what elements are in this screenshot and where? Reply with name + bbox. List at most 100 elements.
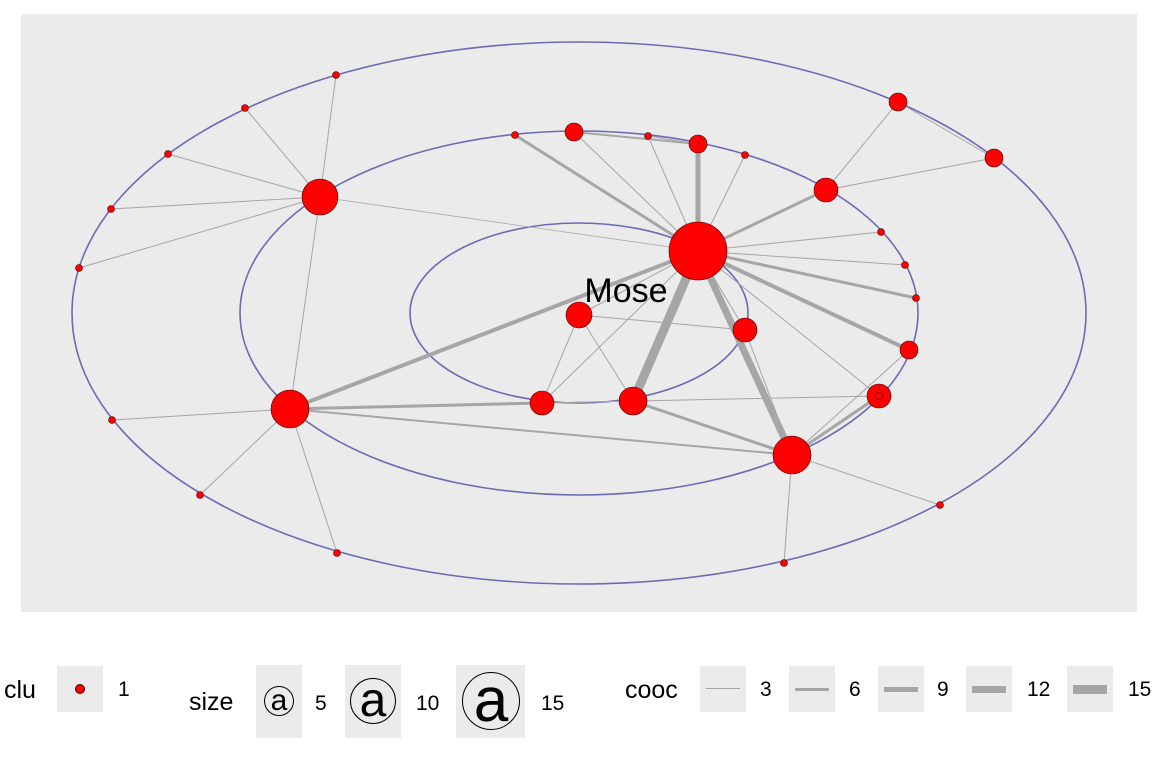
node-o6 xyxy=(108,416,116,424)
legend-cooc-line-15 xyxy=(1073,685,1107,694)
edge-hub-s4 xyxy=(697,231,882,252)
legend-cooc-line-9 xyxy=(884,687,918,692)
legend-size-glyph-15: a xyxy=(462,670,520,732)
node-n_r3 xyxy=(875,392,883,400)
node-n_top2 xyxy=(688,134,708,154)
node-s1 xyxy=(511,131,519,139)
outer-ring xyxy=(71,41,1087,585)
legend-size-label-15: 15 xyxy=(541,692,565,715)
edge-n_br-o10 xyxy=(791,454,941,506)
node-o9 xyxy=(780,559,788,567)
edge-hub-n_mid2 xyxy=(541,250,699,404)
node-o10 xyxy=(936,501,944,509)
node-n_tr3 xyxy=(984,148,1004,168)
node-n_l2 xyxy=(270,389,310,429)
edge-Mose-n_mid2 xyxy=(541,314,580,404)
legend-cooc-line-12 xyxy=(972,686,1006,693)
node-n_br xyxy=(772,435,812,475)
edge-n_mid-n_br xyxy=(631,399,794,457)
node-o4 xyxy=(107,205,115,213)
legend-size-key-15: a xyxy=(456,665,525,738)
node-n_tr1 xyxy=(813,177,839,203)
node-n_c1 xyxy=(732,317,758,343)
edge-n_tr1-n_tr2 xyxy=(825,101,899,191)
legend-cooc-label-3: 3 xyxy=(760,678,772,701)
edge-n_tr1-n_tr3 xyxy=(825,157,995,191)
edge-hub-s5 xyxy=(697,250,906,266)
node-s5 xyxy=(901,261,909,269)
edge-n_l2-n_br xyxy=(289,408,793,456)
legend-cooc-key-3 xyxy=(700,666,746,712)
edge-Mose-n_mid xyxy=(578,314,634,402)
edge-hub-s6 xyxy=(696,249,918,300)
edge-n_l1-o1 xyxy=(319,74,337,198)
edge-Mose-n_c1 xyxy=(578,314,746,331)
edge-n_l1-o4 xyxy=(110,196,321,210)
legend-clu-title: clu xyxy=(4,676,36,704)
edge-n_l2-o6 xyxy=(111,408,291,421)
edge-n_br-n_r2 xyxy=(791,349,910,456)
edge-n_br-n_c1 xyxy=(744,329,793,456)
edge-n_top1-n_top2 xyxy=(573,131,699,145)
legend-cooc-key-9 xyxy=(878,666,924,712)
node-n_r2 xyxy=(899,340,919,360)
node-label-mose: Mose xyxy=(584,272,667,310)
legend-cooc-title: cooc xyxy=(625,676,678,704)
node-o7 xyxy=(196,491,204,499)
inner-ring xyxy=(409,222,749,404)
legend-clu-key xyxy=(57,666,103,712)
edge-n_mid-n_r1 xyxy=(632,395,880,402)
edge-n_l1-n_l2 xyxy=(289,196,321,410)
legend-clu-label: 1 xyxy=(118,678,130,701)
node-s4 xyxy=(877,228,885,236)
edge-n_l1-o2 xyxy=(244,107,321,198)
legend-size-key-5: a xyxy=(256,665,302,738)
legend-cooc-label-6: 6 xyxy=(849,678,861,701)
edge-hub-n_l2 xyxy=(288,249,700,411)
node-o5 xyxy=(75,264,83,272)
legend-cooc-line-6 xyxy=(795,688,829,691)
node-layer xyxy=(75,71,1004,567)
node-n_mid2 xyxy=(529,390,555,416)
edge-hub-n_l1 xyxy=(319,196,699,252)
edge-n_mid2-n_mid xyxy=(541,400,634,404)
legend-size-label-10: 10 xyxy=(416,692,440,715)
edge-hub-n_r1 xyxy=(697,250,880,397)
legend-size-label-5: 5 xyxy=(315,692,327,715)
node-o2 xyxy=(241,104,249,112)
edge-n_l2-o7 xyxy=(199,408,291,496)
node-n_top1 xyxy=(564,122,584,142)
legend-cooc-label-12: 12 xyxy=(1027,678,1051,701)
node-n_tr2 xyxy=(888,92,908,112)
node-o1 xyxy=(332,71,340,79)
legend-cooc-key-15 xyxy=(1067,666,1113,712)
edge-n_l2-o8 xyxy=(289,408,338,554)
node-s2 xyxy=(644,132,652,140)
edge-n_l1-o3 xyxy=(167,153,321,198)
legend-clu-dot xyxy=(75,684,85,694)
edge-n_tr2-n_tr3 xyxy=(897,101,995,159)
node-s6 xyxy=(912,294,920,302)
legend-size-key-10: a xyxy=(345,665,401,738)
legend-cooc-key-12 xyxy=(966,666,1012,712)
legend-cooc-line-3 xyxy=(706,688,740,689)
node-n_l1 xyxy=(301,178,339,216)
legend-size-glyph-10: a xyxy=(350,677,396,725)
edge-hub-n_br xyxy=(694,247,796,459)
legend-size-title: size xyxy=(189,688,234,716)
edge-hub-n_r2 xyxy=(696,249,911,352)
node-Mose xyxy=(565,301,593,329)
legend-size-glyph-5: a xyxy=(264,686,294,716)
node-o8 xyxy=(333,549,341,557)
node-s3 xyxy=(741,151,749,159)
edge-n_l1-o5 xyxy=(78,196,321,269)
edge-hub-s1 xyxy=(513,133,700,253)
node-o3 xyxy=(164,150,172,158)
legend-cooc-label-9: 9 xyxy=(937,678,949,701)
node-hub xyxy=(668,221,728,281)
node-n_mid xyxy=(618,386,648,416)
legend-cooc-key-6 xyxy=(789,666,835,712)
legend-cooc-label-15: 15 xyxy=(1128,678,1152,701)
